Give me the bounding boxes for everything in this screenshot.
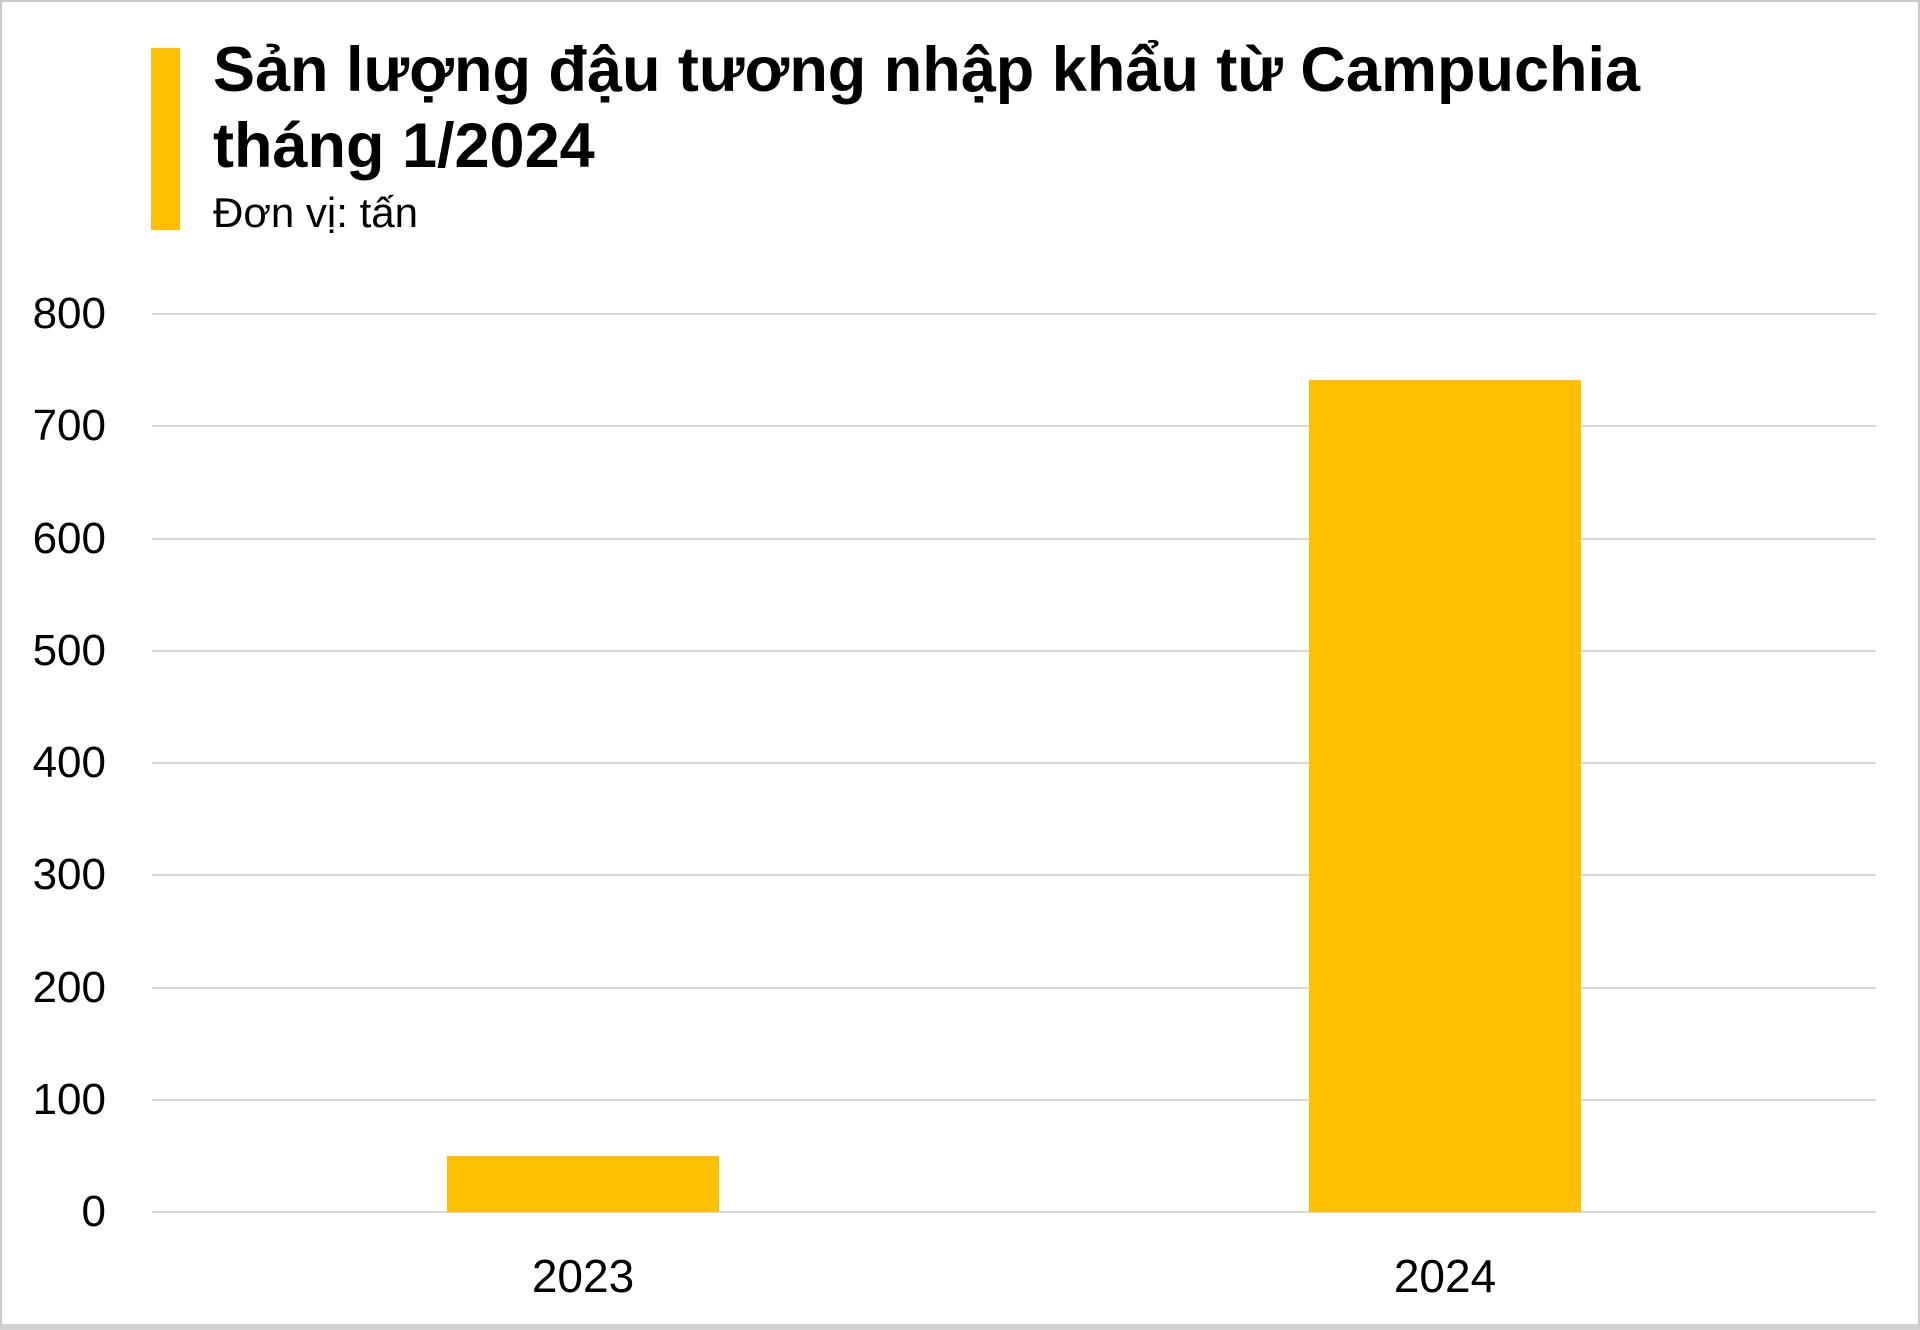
x-axis-tick-label: 2024 — [1393, 1250, 1497, 1302]
gridline-200 — [152, 986, 1876, 989]
y-axis-tick-label: 800 — [32, 289, 106, 338]
y-axis-tick-label: 0 — [81, 1187, 106, 1236]
gridline-400 — [152, 762, 1876, 764]
chart-title-line-1: Sản lượng đậu tương nhập khẩu từ Campuch… — [213, 35, 1641, 105]
bar-2024 — [1309, 380, 1581, 1212]
title-accent-bar — [151, 48, 180, 230]
chart-title: Sản lượng đậu tương nhập khẩu từ Campuch… — [213, 32, 1640, 184]
gridline-600 — [152, 537, 1876, 540]
gridline-0 — [152, 1211, 1876, 1213]
chart-title-line-2: tháng 1/2024 — [213, 111, 595, 181]
y-axis-tick-label: 300 — [32, 850, 106, 900]
y-axis-tick-label: 200 — [32, 962, 106, 1012]
x-axis-tick-label: 2023 — [531, 1250, 635, 1302]
y-axis-tick-label: 100 — [32, 1074, 106, 1124]
y-axis-tick-label: 400 — [32, 738, 106, 787]
gridline-300 — [152, 874, 1876, 877]
gridline-700 — [152, 425, 1876, 428]
unit-label: Đơn vị: tấn — [213, 189, 418, 236]
gridline-800 — [152, 313, 1876, 315]
gridline-500 — [152, 649, 1876, 652]
gridline-100 — [152, 1098, 1876, 1101]
y-axis-tick-label: 500 — [32, 625, 106, 675]
y-axis-tick-label: 700 — [32, 401, 106, 451]
y-axis-tick-label: 600 — [32, 513, 106, 563]
bar-2023 — [447, 1156, 719, 1212]
